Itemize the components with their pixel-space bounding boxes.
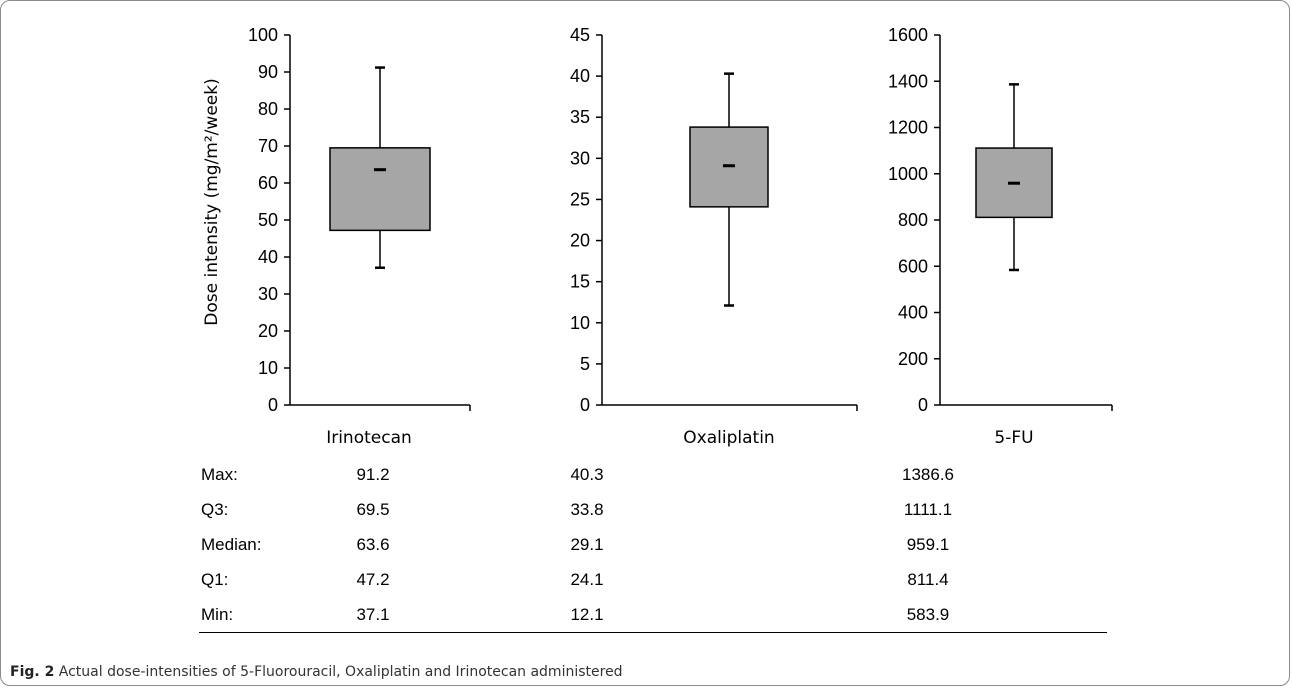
y-tick-label: 600 xyxy=(898,256,928,276)
box-plots: Dose intensity (mg/m²/week) 010203040506… xyxy=(202,25,1113,448)
y-tick-label: 0 xyxy=(268,395,278,415)
category-label: 5-FU xyxy=(994,428,1033,448)
y-tick-label: 1600 xyxy=(888,25,928,45)
table-row: Q1: 47.2 24.1 811.4 xyxy=(199,562,1107,597)
table-cell: 63.6 xyxy=(356,534,390,554)
y-tick-label: 80 xyxy=(258,99,278,119)
table-cell: 69.5 xyxy=(356,499,390,519)
y-tick-label: 20 xyxy=(570,231,590,251)
y-tick-label: 70 xyxy=(258,136,278,156)
y-tick-label: 25 xyxy=(570,189,590,209)
y-axis-label: Dose intensity (mg/m²/week) xyxy=(202,78,222,325)
table-cell: 91.2 xyxy=(356,464,390,484)
table-cell: 29.1 xyxy=(570,534,604,554)
y-tick-label: 400 xyxy=(898,303,928,323)
y-tick-label: 800 xyxy=(898,210,928,230)
table-cell: 1386.6 xyxy=(902,464,954,484)
row-label: Q1: xyxy=(201,569,229,589)
y-tick-label: 30 xyxy=(258,284,278,304)
caption-text: Actual dose-intensities of 5-Fluorouraci… xyxy=(58,664,623,680)
panel-5fu: 0 200 400 600 800 1000 1200 1400 1600 5-FU xyxy=(888,25,1113,448)
table-cell: 583.9 xyxy=(749,597,1107,633)
y-tick-label: 20 xyxy=(258,321,278,341)
y-tick-label: 5 xyxy=(580,354,590,374)
y-tick-label: 1000 xyxy=(888,164,928,184)
summary-table: Max: 91.2 40.3 1386.6 Q3: 69.5 33.8 1111.1 Media… xyxy=(199,457,1107,633)
y-tick-label: 35 xyxy=(570,107,590,127)
table-cell: 24.1 xyxy=(570,569,604,589)
y-tick-label: 90 xyxy=(258,62,278,82)
figure-caption: Fig. 2 Actual dose-intensities of 5-Fluo… xyxy=(10,664,623,680)
y-tick-label: 10 xyxy=(258,358,278,378)
table-cell: 37.1 xyxy=(321,597,425,633)
y-tick-label: 100 xyxy=(248,25,278,45)
y-tick-label: 40 xyxy=(258,247,278,267)
table-cell: 40.3 xyxy=(570,464,604,484)
row-label: Min: xyxy=(199,597,321,633)
category-label: Irinotecan xyxy=(326,428,412,448)
y-tick-label: 1200 xyxy=(888,118,928,138)
y-tick-label: 50 xyxy=(258,210,278,230)
panel-oxaliplatin: 0 5 10 15 20 25 30 35 40 45 Oxaliplatin xyxy=(570,25,858,448)
table-cell: 33.8 xyxy=(570,499,604,519)
row-label: Median: xyxy=(201,534,262,554)
y-tick-label: 60 xyxy=(258,173,278,193)
table-row: Q3: 69.5 33.8 1111.1 xyxy=(199,492,1107,527)
y-tick-label: 40 xyxy=(570,66,590,86)
table-row: Min: 37.1 12.1 583.9 xyxy=(199,597,1107,633)
y-tick-label: 15 xyxy=(570,272,590,292)
row-label: Q3: xyxy=(201,499,229,519)
panel-irinotecan: 0 10 20 30 40 50 60 70 80 90 100 Irinotecan xyxy=(248,25,471,448)
y-tick-label: 200 xyxy=(898,349,928,369)
table-cell: 811.4 xyxy=(907,569,949,589)
y-tick-label: 10 xyxy=(570,313,590,333)
caption-prefix: Fig. 2 xyxy=(10,664,55,680)
table-cell: 959.1 xyxy=(906,534,950,554)
row-label: Max: xyxy=(201,464,238,484)
y-tick-label: 45 xyxy=(570,25,590,45)
y-tick-label: 0 xyxy=(918,395,928,415)
iqr-box xyxy=(329,147,431,232)
y-tick-label: 0 xyxy=(580,395,590,415)
y-tick-label: 1400 xyxy=(888,71,928,91)
table-cell: 47.2 xyxy=(356,569,390,589)
table-cell: 1111.1 xyxy=(903,499,953,519)
table-cell: 12.1 xyxy=(425,597,749,633)
table-row: Max: 91.2 40.3 1386.6 xyxy=(199,457,1107,492)
category-label: Oxaliplatin xyxy=(683,428,774,448)
y-tick-label: 30 xyxy=(570,148,590,168)
table-row: Median: 63.6 29.1 959.1 xyxy=(199,527,1107,562)
